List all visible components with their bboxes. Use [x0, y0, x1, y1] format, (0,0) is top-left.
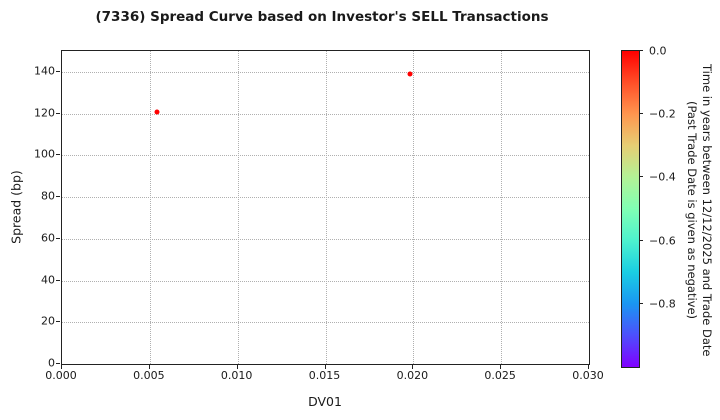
y-tick-label: 20	[41, 314, 55, 328]
x-tick-mark	[324, 365, 326, 369]
x-tick-mark	[236, 365, 238, 369]
x-tick-label: 0.020	[396, 369, 429, 382]
colorbar-label-line1: Time in years between 12/12/2025 and Tra…	[700, 63, 714, 357]
colorbar-label: Time in years between 12/12/2025 and Tra…	[684, 45, 714, 375]
y-tick-mark	[56, 279, 60, 281]
x-tick-label: 0.005	[133, 369, 165, 382]
x-tick-label: 0.030	[572, 369, 604, 382]
x-tick-mark	[148, 365, 150, 369]
x-tick-mark	[588, 365, 589, 369]
y-tick-mark	[56, 196, 60, 198]
y-tick-label: 60	[41, 231, 55, 245]
colorbar-tick-mark	[639, 113, 643, 115]
y-tick-mark	[56, 363, 60, 364]
y-tick-label: 100	[34, 147, 55, 161]
data-point	[407, 71, 413, 77]
gridline-vertical	[413, 51, 415, 364]
y-tick-label: 80	[41, 189, 55, 203]
colorbar-tick-mark	[639, 176, 643, 178]
y-tick-mark	[56, 154, 60, 156]
x-tick-label: 0.000	[45, 369, 77, 382]
y-tick-label: 40	[41, 273, 55, 287]
colorbar	[621, 50, 640, 368]
colorbar-tick-label: 0.0	[649, 44, 667, 58]
data-point	[154, 109, 160, 114]
x-tick-mark	[412, 365, 414, 369]
x-tick-mark	[500, 365, 502, 369]
y-tick-mark	[56, 112, 60, 114]
colorbar-label-line2: (Past Trade Date is given as negative)	[685, 100, 699, 320]
chart-title: (7336) Spread Curve based on Investor's …	[95, 9, 549, 25]
x-tick-mark	[61, 365, 62, 369]
colorbar-tick-label: −0.2	[649, 107, 676, 121]
colorbar-tick-label: −0.6	[649, 234, 676, 248]
y-tick-mark	[56, 321, 60, 323]
gridline-vertical	[501, 51, 503, 364]
x-axis-label: DV01	[308, 394, 342, 409]
gridline-vertical	[237, 51, 239, 364]
x-tick-label: 0.015	[308, 369, 341, 382]
colorbar-tick-mark	[639, 239, 643, 241]
colorbar-tick-label: −0.8	[649, 297, 676, 311]
y-tick-mark	[56, 237, 60, 239]
colorbar-tick-label: −0.4	[649, 170, 676, 184]
gridline-vertical	[325, 51, 327, 364]
x-tick-label: 0.025	[484, 369, 516, 382]
y-tick-label: 0	[48, 356, 55, 370]
y-tick-mark	[56, 70, 60, 72]
y-tick-label: 140	[34, 64, 55, 78]
colorbar-tick-mark	[639, 50, 643, 51]
plot-area	[61, 50, 590, 365]
gridline-vertical	[149, 51, 151, 364]
colorbar-tick-mark	[639, 302, 643, 304]
y-tick-label: 120	[34, 106, 55, 120]
x-tick-label: 0.010	[220, 369, 253, 382]
